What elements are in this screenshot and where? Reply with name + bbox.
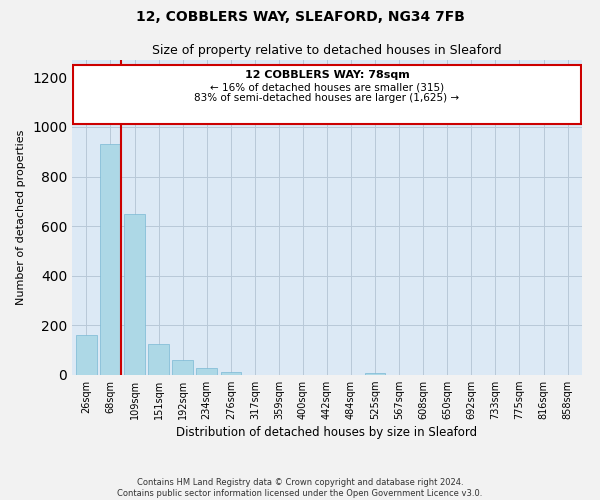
Bar xyxy=(221,372,241,375)
Text: Contains HM Land Registry data © Crown copyright and database right 2024.
Contai: Contains HM Land Registry data © Crown c… xyxy=(118,478,482,498)
Title: Size of property relative to detached houses in Sleaford: Size of property relative to detached ho… xyxy=(152,44,502,58)
Text: 12 COBBLERS WAY: 78sqm: 12 COBBLERS WAY: 78sqm xyxy=(245,70,409,80)
FancyBboxPatch shape xyxy=(73,66,581,124)
Text: 83% of semi-detached houses are larger (1,625) →: 83% of semi-detached houses are larger (… xyxy=(194,94,460,104)
Bar xyxy=(100,144,121,375)
Bar xyxy=(76,336,97,375)
Bar xyxy=(124,214,145,375)
Y-axis label: Number of detached properties: Number of detached properties xyxy=(16,130,26,305)
Text: ← 16% of detached houses are smaller (315): ← 16% of detached houses are smaller (31… xyxy=(210,82,444,92)
Text: 12, COBBLERS WAY, SLEAFORD, NG34 7FB: 12, COBBLERS WAY, SLEAFORD, NG34 7FB xyxy=(136,10,464,24)
X-axis label: Distribution of detached houses by size in Sleaford: Distribution of detached houses by size … xyxy=(176,426,478,440)
Bar xyxy=(148,344,169,375)
Bar xyxy=(196,368,217,375)
Bar xyxy=(365,372,385,375)
Bar xyxy=(172,360,193,375)
